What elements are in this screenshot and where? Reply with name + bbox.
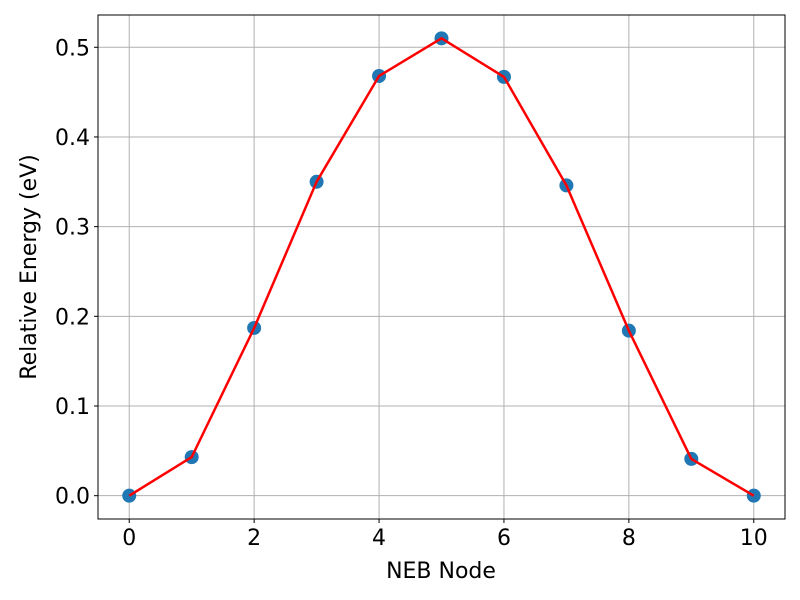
x-axis-title: NEB Node — [386, 559, 496, 584]
grid-lines — [98, 15, 785, 519]
plot-background — [98, 15, 785, 519]
y-tick-label: 0.1 — [55, 395, 90, 420]
x-tick-label: 10 — [740, 526, 768, 551]
series-line — [128, 37, 755, 497]
y-tick-label: 0.3 — [55, 216, 90, 241]
series-layer — [122, 31, 761, 503]
x-tick-label: 4 — [372, 526, 386, 551]
x-tick-label: 8 — [622, 526, 636, 551]
y-tick-label: 0.0 — [55, 485, 90, 510]
x-tick-label: 6 — [497, 526, 511, 551]
y-tick-label: 0.2 — [55, 305, 90, 330]
x-axis-ticks: 0 2 4 6 8 10 — [122, 519, 768, 551]
plot-frame — [97, 14, 786, 520]
y-axis-title: Relative Energy (eV) — [17, 154, 42, 379]
y-tick-label: 0.4 — [55, 126, 90, 151]
x-tick-label: 2 — [247, 526, 261, 551]
x-tick-label: 0 — [122, 526, 136, 551]
y-tick-label: 0.5 — [55, 36, 90, 61]
y-axis-ticks: 0.0 0.1 0.2 0.3 0.4 0.5 — [55, 36, 98, 510]
